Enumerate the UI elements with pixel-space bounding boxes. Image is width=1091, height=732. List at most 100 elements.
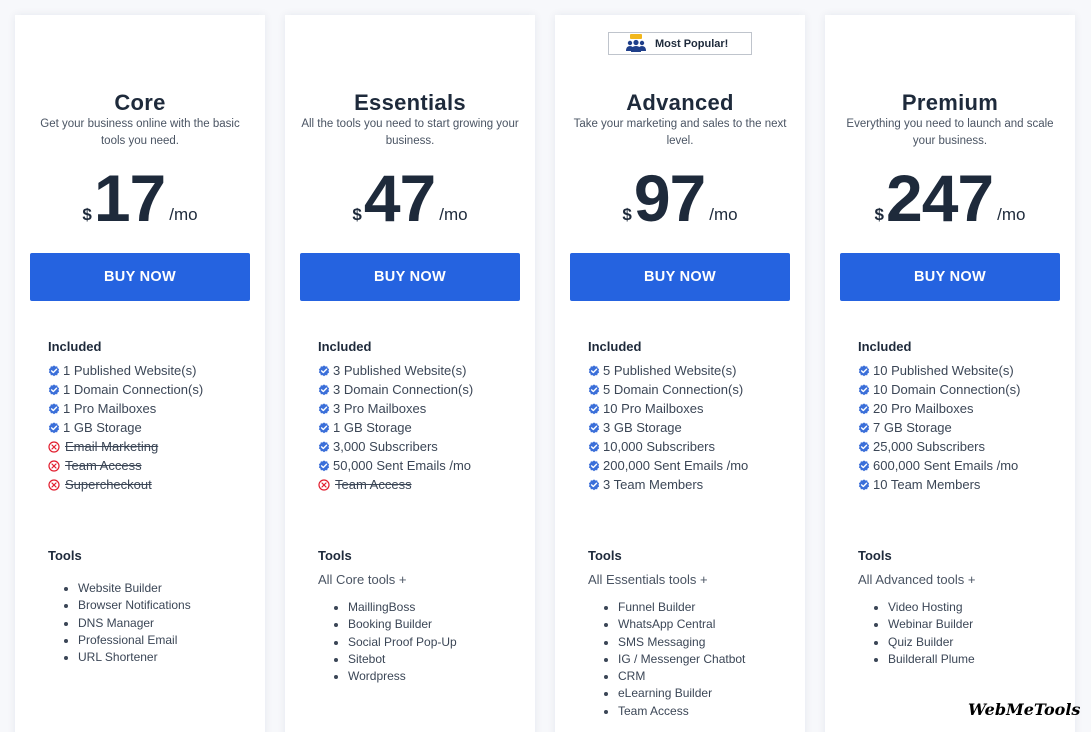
check-badge-icon xyxy=(858,440,870,452)
check-badge-icon xyxy=(858,421,870,433)
feature-excluded: Supercheckout xyxy=(48,475,203,494)
feature-text: 5 Published Website(s) xyxy=(603,363,737,378)
price-period: /mo xyxy=(709,205,738,224)
plan-description: Get your business online with the basic … xyxy=(40,118,240,147)
price-amount: 47 xyxy=(363,161,436,235)
plan-name: Premium xyxy=(901,90,999,115)
included-title: Included xyxy=(588,339,642,354)
feature-included: 200,000 Sent Emails /mo xyxy=(588,456,748,475)
feature-excluded: Email Marketing xyxy=(48,437,203,456)
watermark-logo: WebMeTools xyxy=(968,700,1081,719)
tool-item: eLearning Builder xyxy=(618,685,745,702)
plan-description: All the tools you need to start growing … xyxy=(301,118,519,147)
feature-text: Supercheckout xyxy=(65,477,152,492)
feature-text: Team Access xyxy=(65,458,142,473)
plan-price: $ 247 /mo xyxy=(825,163,1075,231)
feature-included: 600,000 Sent Emails /mo xyxy=(858,456,1020,475)
check-badge-icon xyxy=(858,478,870,490)
feature-text: 1 Pro Mailboxes xyxy=(63,401,157,416)
price-period: /mo xyxy=(997,205,1026,224)
features-list: 1 Published Website(s) 1 Domain Connectio… xyxy=(48,361,203,494)
feature-text: 1 Published Website(s) xyxy=(63,363,197,378)
feature-included: 1 Pro Mailboxes xyxy=(48,399,203,418)
check-badge-icon xyxy=(318,364,330,376)
feature-included: 5 Domain Connection(s) xyxy=(588,380,748,399)
plan-card-premium: Premium Everything you need to launch an… xyxy=(825,15,1075,732)
check-badge-icon xyxy=(588,459,600,471)
feature-text: 10 Team Members xyxy=(873,477,981,492)
plan-description: Take your marketing and sales to the nex… xyxy=(573,118,787,147)
feature-excluded: Team Access xyxy=(318,475,473,494)
feature-included: 25,000 Subscribers xyxy=(858,437,1020,456)
tool-item: WhatsApp Central xyxy=(618,616,745,633)
check-badge-icon xyxy=(588,421,600,433)
check-badge-icon xyxy=(588,402,600,414)
check-badge-icon xyxy=(318,459,330,471)
feature-included: 1 Domain Connection(s) xyxy=(48,380,203,399)
tool-item: Professional Email xyxy=(78,632,191,649)
check-badge-icon xyxy=(588,364,600,376)
buy-now-button[interactable]: BUY NOW xyxy=(570,253,790,301)
check-badge-icon xyxy=(858,364,870,376)
tool-item: Builderall Plume xyxy=(888,651,975,668)
check-badge-icon xyxy=(588,478,600,490)
feature-included: 10 Published Website(s) xyxy=(858,361,1020,380)
feature-text: Team Access xyxy=(335,477,412,492)
x-circle-icon xyxy=(318,478,330,491)
x-circle-icon xyxy=(48,440,60,453)
check-badge-icon xyxy=(318,421,330,433)
tools-list: Funnel BuilderWhatsApp CentralSMS Messag… xyxy=(618,599,745,720)
feature-included: 3,000 Subscribers xyxy=(318,437,473,456)
feature-text: 1 GB Storage xyxy=(63,420,142,435)
price-amount: 97 xyxy=(633,161,706,235)
check-badge-icon xyxy=(588,383,600,395)
price-currency: $ xyxy=(874,205,884,224)
most-popular-badge: Most Popular! xyxy=(608,32,752,55)
feature-text: 25,000 Subscribers xyxy=(873,439,986,454)
tool-item: Funnel Builder xyxy=(618,599,745,616)
tool-item: Browser Notifications xyxy=(78,597,191,614)
feature-included: 1 Published Website(s) xyxy=(48,361,203,380)
x-circle-icon xyxy=(48,459,60,472)
price-currency: $ xyxy=(622,205,632,224)
feature-text: 10 Domain Connection(s) xyxy=(873,382,1021,397)
plan-price: $ 97 /mo xyxy=(555,163,805,231)
feature-text: 3 Published Website(s) xyxy=(333,363,467,378)
plan-name: Core xyxy=(114,90,166,115)
team-icon xyxy=(626,34,646,52)
tool-item: Quiz Builder xyxy=(888,634,975,651)
buy-now-button[interactable]: BUY NOW xyxy=(840,253,1060,301)
tool-item: Social Proof Pop-Up xyxy=(348,634,457,651)
price-period: /mo xyxy=(439,205,468,224)
plan-card-advanced: Most Popular! Advanced Take your marketi… xyxy=(555,15,805,732)
pricing-cards: Core Get your business online with the b… xyxy=(15,15,1075,732)
badge-label: Most Popular! xyxy=(655,37,729,50)
x-circle-icon xyxy=(48,478,60,491)
feature-text: 10 Published Website(s) xyxy=(873,363,1014,378)
tool-item: DNS Manager xyxy=(78,615,191,632)
feature-included: 10,000 Subscribers xyxy=(588,437,748,456)
tool-item: MaillingBoss xyxy=(348,599,457,616)
feature-text: 600,000 Sent Emails /mo xyxy=(873,458,1019,473)
tools-list: MaillingBossBooking BuilderSocial Proof … xyxy=(348,599,457,685)
feature-text: 3 GB Storage xyxy=(603,420,682,435)
check-badge-icon xyxy=(318,440,330,452)
feature-included: 3 Team Members xyxy=(588,475,748,494)
feature-included: 20 Pro Mailboxes xyxy=(858,399,1020,418)
tool-item: Webinar Builder xyxy=(888,616,975,633)
buy-now-button[interactable]: BUY NOW xyxy=(30,253,250,301)
features-list: 3 Published Website(s) 3 Domain Connectio… xyxy=(318,361,473,494)
plan-name: Essentials xyxy=(354,90,466,115)
feature-included: 1 GB Storage xyxy=(48,418,203,437)
features-list: 10 Published Website(s) 10 Domain Connect… xyxy=(858,361,1020,494)
included-title: Included xyxy=(318,339,372,354)
feature-text: 1 Domain Connection(s) xyxy=(63,382,204,397)
buy-now-button[interactable]: BUY NOW xyxy=(300,253,520,301)
feature-text: 200,000 Sent Emails /mo xyxy=(603,458,749,473)
feature-included: 7 GB Storage xyxy=(858,418,1020,437)
features-list: 5 Published Website(s) 5 Domain Connectio… xyxy=(588,361,748,494)
feature-text: 7 GB Storage xyxy=(873,420,952,435)
tool-item: URL Shortener xyxy=(78,649,191,666)
feature-included: 3 Published Website(s) xyxy=(318,361,473,380)
price-period: /mo xyxy=(169,205,198,224)
